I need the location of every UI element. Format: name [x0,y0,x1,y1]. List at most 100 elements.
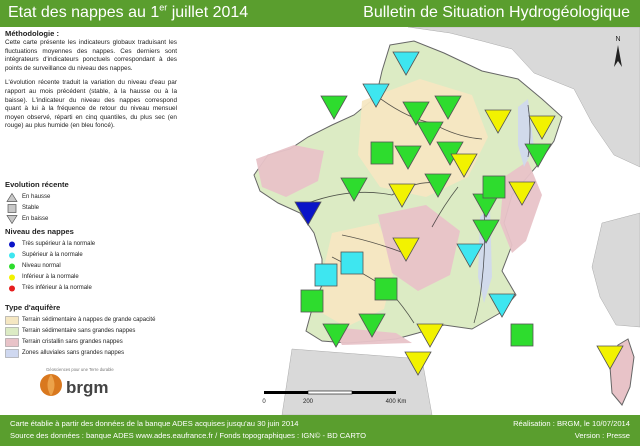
level-dot [9,241,15,248]
legend-evolution-heading: Evolution récente [5,180,69,189]
legend-evolution-up: En hausse [5,192,177,203]
indicator-markers [294,51,624,376]
logo-wordmark: brgm [66,378,109,397]
indicator-marker-stable-normal [300,289,324,313]
legend-level: Niveau des nappes Très supérieur à la no… [5,227,177,294]
square-icon [7,204,17,213]
triangle-down-icon [6,215,18,224]
legend-level-normal: Niveau normal [5,261,177,272]
map-panel: N 0 200 400 Km [182,26,640,416]
neighbor-countries-east [591,212,640,328]
title-superscript: er [159,2,168,13]
indicator-marker-down-above [456,243,484,268]
methodology-heading: Méthodologie : [5,29,59,38]
legend-level-heading: Niveau des nappes [5,227,74,236]
indicator-marker-down-well_above [294,201,322,226]
legend-evolution-stable-label: Stable [22,205,40,211]
methodology-paragraph-2: L'évolution récente traduit la variation… [5,79,177,130]
indicator-marker-stable-above [314,263,338,287]
north-arrow-icon: N [614,36,622,67]
legend-aquifer-sedimentary-label: Terrain sédimentaire sans grandes nappes [22,328,136,334]
loire-river [307,182,445,204]
indicator-marker-down-normal [402,101,430,126]
dot-icon [9,274,15,281]
swatch-icon [5,338,19,347]
footer-version: Version : Presse [574,431,630,440]
footer-data-source: Source des données : banque ADES www.ade… [10,431,367,440]
logo-leaf [47,374,55,396]
neighbor-countries-northeast [407,26,640,168]
dot-icon [9,252,15,259]
indicator-marker-down-normal [394,145,422,170]
swatch [5,338,19,347]
swatch-icon [5,316,19,325]
legend-level-normal-label: Niveau normal [22,263,61,269]
aquitaine-basin-zone [322,223,396,327]
footer-data-date: Carte établie à partir des données de la… [10,419,299,428]
brgm-logo: Géosciences pour une Terre durable brgm [40,367,114,397]
scale-label-2: 400 Km [386,399,407,405]
paris-basin-zone [358,79,488,197]
legend-level-below: Inférieur à la normale [5,272,177,283]
header-bar: Etat des nappes au 1er juillet 2014 Bull… [0,0,640,27]
armorican-massif-zone [256,145,324,197]
massif-central-zone [378,205,460,291]
indicator-marker-stable-above [340,251,364,275]
legend-level-above-label: Supérieur à la normale [22,252,83,258]
legend-aquifer-sedimentary: Terrain sédimentaire sans grandes nappes [5,326,177,337]
legend-level-well-below-label: Très inférieur à la normale [22,285,92,291]
legend-evolution-stable: Stable [5,203,177,214]
legend-panel: Méthodologie : Cette carte présente les … [0,27,182,415]
indicator-marker-down-below [404,351,432,376]
dot-icon [9,285,15,292]
indicator-marker-down-below [528,115,556,140]
indicator-marker-down-below [508,181,536,206]
legend-aquifer-alluvial: Zones alluviales sans grandes nappes [5,348,177,359]
title-suffix: juillet 2014 [167,4,249,21]
swatch [5,327,19,336]
corsica-outline [609,338,635,406]
legend-aquifer-heading: Type d'aquifère [5,303,61,312]
triangle-up-icon [6,193,18,202]
indicator-marker-down-below [388,183,416,208]
legend-level-above: Supérieur à la normale [5,250,177,261]
indicator-marker-down-normal [322,323,350,348]
level-dot [9,263,15,270]
swatch-icon [5,327,19,336]
logo-tagline: Géosciences pour une Terre durable [46,367,114,372]
indicator-marker-stable-normal [482,175,506,199]
indicator-marker-down-above [362,83,390,108]
legend-evolution-down-label: En baisse [22,216,49,222]
indicator-marker-down-normal [416,121,444,146]
methodology-block: Méthodologie : Cette carte présente les … [5,29,177,131]
legend-level-well-above-label: Très supérieur à la normale [22,241,96,247]
france-map: N 0 200 400 Km [182,26,640,416]
indicator-marker-down-below [416,323,444,348]
indicator-marker-down-normal [436,141,464,166]
legend-aquifer-sedimentary-large: Terrain sédimentaire à nappes de grande … [5,315,177,326]
legend-aquifer-sedimentary-large-label: Terrain sédimentaire à nappes de grande … [22,317,156,323]
indicator-marker-down-below [484,109,512,134]
legend-aquifer: Type d'aquifère Terrain sédimentaire à n… [5,303,177,359]
footer-realisation: Réalisation : BRGM, le 10/07/2014 [513,419,630,428]
methodology-paragraph-1: Cette carte présente les indicateurs glo… [5,39,177,72]
level-dot [9,285,15,292]
legend-evolution-down: En baisse [5,214,177,225]
legend-level-well-below: Très inférieur à la normale [5,283,177,294]
allier-river [431,186,459,228]
indicator-marker-down-normal [424,173,452,198]
scale-label-0: 0 [262,399,266,405]
title-prefix: Etat des nappes au 1 [8,4,160,21]
footer-bar: Carte établie à partir des données de la… [0,415,640,446]
legend-level-below-label: Inférieur à la normale [22,274,79,280]
scale-bar: 0 200 400 Km [262,390,407,405]
map-title: Etat des nappes au 1er juillet 2014 [8,3,248,23]
indicator-marker-stable-normal [374,277,398,301]
dot-icon [9,241,15,248]
indicator-marker-down-normal [320,95,348,120]
swatch [5,349,19,358]
indicator-marker-down-normal [472,219,500,244]
indicator-marker-down-normal [358,313,386,338]
indicator-marker-down-normal [434,95,462,120]
indicator-marker-stable-normal [510,323,534,347]
